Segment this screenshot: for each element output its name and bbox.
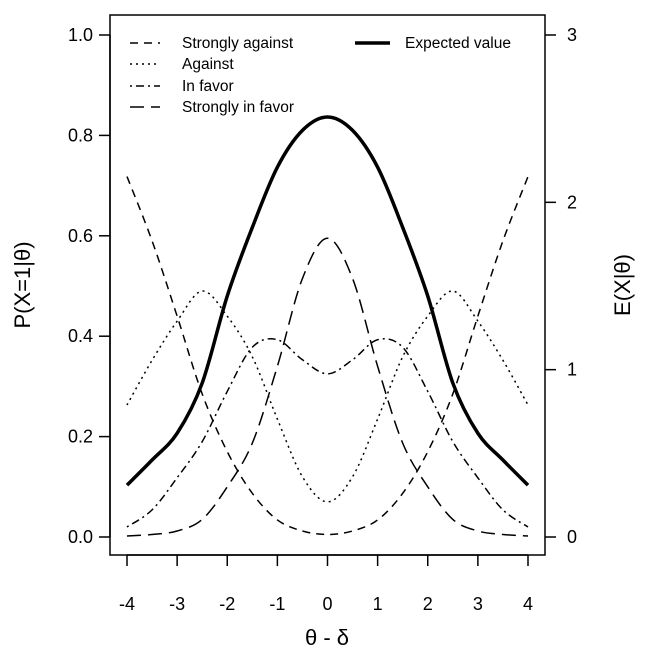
x-tick-label: 1 <box>373 594 383 614</box>
legend-label: In favor <box>182 78 234 95</box>
x-tick-label: 0 <box>322 594 332 614</box>
legend-item: In favor <box>130 78 234 95</box>
y-tick-label: 0.8 <box>68 125 93 145</box>
y-tick-label: 0.0 <box>68 527 93 547</box>
legend-item: Against <box>130 56 234 73</box>
legend-item: Expected value <box>355 35 511 52</box>
y2-tick-label: 1 <box>567 360 577 380</box>
series-line-in-favor <box>126 338 529 528</box>
legend-label: Strongly against <box>182 35 294 52</box>
y2-tick-label: 3 <box>567 25 577 45</box>
x-tick-label: -2 <box>219 594 235 614</box>
x-axis-label: θ - δ <box>305 625 349 650</box>
series-line-strongly-against <box>126 176 529 536</box>
x-tick-label: -3 <box>169 594 185 614</box>
y2-tick-label: 0 <box>567 527 577 547</box>
legend-item: Strongly in favor <box>130 99 294 116</box>
series-line-against <box>126 290 529 503</box>
legend-label: Strongly in favor <box>182 99 294 116</box>
series-line-expected-value <box>125 115 530 487</box>
legend-label: Expected value <box>405 35 511 52</box>
x-tick-label: 2 <box>423 594 433 614</box>
series-line-strongly-in-favor <box>126 237 529 537</box>
y-tick-label: 1.0 <box>68 25 93 45</box>
y2-axis-label: E(X|θ) <box>610 254 635 316</box>
x-tick-label: -4 <box>119 594 135 614</box>
plot-frame <box>109 14 546 556</box>
x-tick-label: -1 <box>269 594 285 614</box>
x-tick-label: 3 <box>473 594 483 614</box>
y2-tick-label: 2 <box>567 192 577 212</box>
legend-label: Against <box>182 56 234 73</box>
legend-item: Strongly against <box>130 35 294 52</box>
y-tick-label: 0.6 <box>68 226 93 246</box>
y-axis-label: P(X=1|θ) <box>10 241 35 328</box>
y-tick-label: 0.2 <box>68 427 93 447</box>
x-tick-label: 4 <box>523 594 533 614</box>
y-tick-label: 0.4 <box>68 326 93 346</box>
